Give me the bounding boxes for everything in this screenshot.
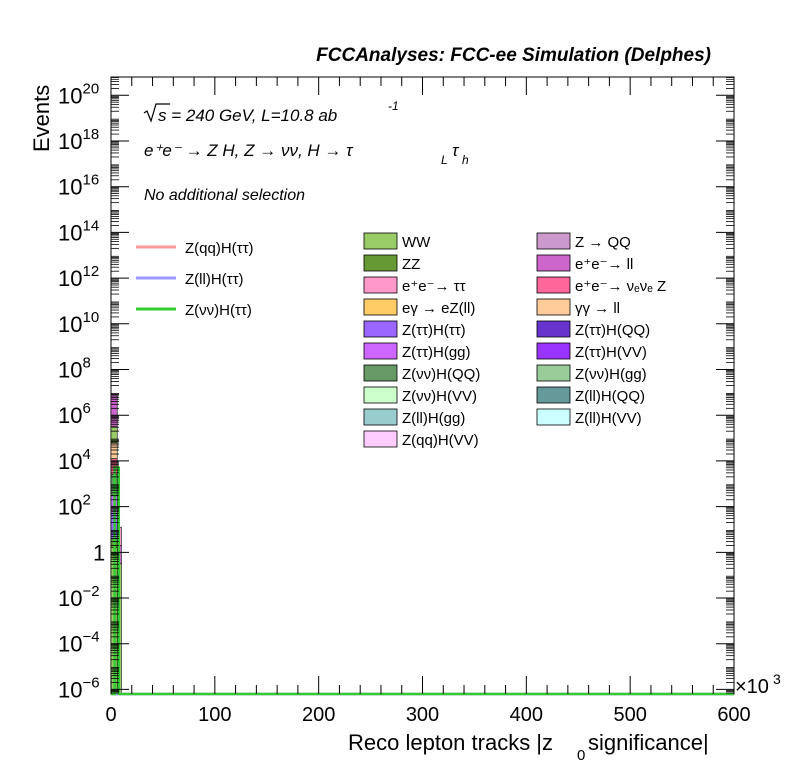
legend-line-label: Z(ll)H(ττ)	[185, 271, 244, 288]
legend-label: e⁺e⁻→ ττ	[402, 278, 466, 295]
tau-l-subscript: L	[441, 153, 448, 167]
legend-label: Z(ττ)H(ττ)	[402, 322, 466, 339]
y-tick-label: 1	[93, 540, 105, 565]
x-axis-title-main: Reco lepton tracks |z	[348, 730, 553, 755]
legend-label: ZZ	[402, 256, 420, 273]
legend-label: e⁺e⁻→ νₑνₑ Z	[575, 278, 666, 295]
legend-label: Z(νν)H(VV)	[402, 388, 477, 405]
x-tick-label: 300	[406, 704, 439, 726]
lumi-exponent: -1	[388, 99, 399, 113]
legend-swatch	[363, 408, 398, 426]
legend-swatch	[363, 232, 398, 250]
y-tick-label: 1016	[58, 172, 99, 200]
sqrt-symbol	[143, 103, 170, 123]
legend-label: Z(ττ)H(QQ)	[575, 322, 650, 339]
x-multiplier-base: ×10	[735, 676, 769, 698]
legend-swatch	[363, 364, 398, 382]
legend-swatch	[536, 298, 571, 316]
process-text: e⁺e⁻ → Z H, Z → νν, H → τ	[144, 141, 354, 160]
x-tick-label: 600	[717, 704, 750, 726]
sqrt-s-text: s = 240 GeV, L=10.8 ab	[158, 106, 337, 125]
y-tick-label: 1018	[58, 126, 99, 154]
legend-swatch	[536, 232, 571, 250]
y-tick-label: 104	[58, 446, 91, 474]
x-axis-title-tail: significance|	[588, 730, 709, 755]
sqrt-s-annotation: s = 240 GeV, L=10.8 ab -1	[143, 99, 399, 125]
plot-frame	[110, 76, 735, 695]
x-tick-label: 400	[510, 704, 543, 726]
legend-label: e⁺e⁻→ ll	[575, 256, 633, 273]
legend-swatch	[536, 254, 571, 272]
x-tick-label: 500	[613, 704, 646, 726]
x-tick-label: 0	[105, 704, 116, 726]
legend: Z(qq)H(ττ) Z(ll)H(ττ) Z(νν)H(ττ) WW ZZ e⁺e⁻→ …	[136, 232, 666, 449]
x-multiplier-exponent: 3	[773, 671, 781, 687]
legend-label: γγ → ll	[575, 300, 620, 317]
x-axis-title-subscript: 0	[577, 747, 585, 764]
y-tick-label: 102	[58, 492, 91, 520]
legend-line-label: Z(νν)H(ττ)	[185, 302, 252, 319]
selection-note: No additional selection	[144, 187, 305, 204]
legend-swatch	[536, 386, 571, 404]
y-axis-title: Events	[29, 85, 54, 152]
legend-line-label: Z(qq)H(ττ)	[185, 240, 254, 257]
legend-label: Z(ll)H(QQ)	[575, 388, 645, 405]
legend-swatch	[363, 320, 398, 338]
chart-header: FCCAnalyses: FCC-ee Simulation (Delphes)	[316, 45, 711, 66]
x-tick-label: 200	[302, 704, 335, 726]
y-tick-label: 108	[58, 355, 91, 383]
legend-label: Z(νν)H(QQ)	[402, 366, 480, 383]
x-tick-label: 100	[198, 704, 231, 726]
legend-swatch	[536, 342, 571, 360]
legend-swatch	[536, 320, 571, 338]
y-tick-label: 1020	[58, 80, 99, 108]
legend-swatch	[363, 342, 398, 360]
tau-h-symbol: τ	[452, 141, 460, 160]
legend-swatch	[363, 386, 398, 404]
y-tick-label: 1010	[58, 309, 99, 337]
legend-swatch	[363, 298, 398, 316]
legend-label: WW	[402, 234, 431, 251]
tau-h-subscript: h	[462, 153, 469, 167]
legend-label: Z(ll)H(VV)	[575, 410, 642, 427]
legend-swatch	[363, 276, 398, 294]
legend-label: Z(ττ)H(gg)	[402, 344, 471, 361]
x-multiplier: ×10 3	[735, 671, 781, 698]
legend-label: Z(ττ)H(VV)	[575, 344, 647, 361]
legend-label: Z(ll)H(gg)	[402, 410, 465, 427]
y-tick-label: 10−6	[58, 674, 100, 702]
legend-label: Z(qq)H(VV)	[402, 432, 479, 449]
y-tick-label: 1014	[58, 217, 99, 245]
x-axis-title: Reco lepton tracks |z 0 significance|	[348, 730, 709, 764]
legend-swatch	[363, 430, 398, 448]
process-annotation: e⁺e⁻ → Z H, Z → νν, H → τ L τ h	[144, 141, 469, 167]
y-tick-label: 10−4	[58, 629, 100, 657]
legend-label: eγ → eZ(ll)	[402, 300, 475, 317]
y-tick-label: 106	[58, 400, 91, 428]
legend-label: Z → QQ	[575, 234, 631, 251]
legend-swatch	[536, 408, 571, 426]
legend-swatch	[363, 254, 398, 272]
legend-swatch	[536, 364, 571, 382]
legend-label: Z(νν)H(gg)	[575, 366, 647, 383]
legend-swatch	[536, 276, 571, 294]
y-tick-label: 1012	[58, 263, 99, 291]
y-tick-label: 10−2	[58, 583, 100, 611]
